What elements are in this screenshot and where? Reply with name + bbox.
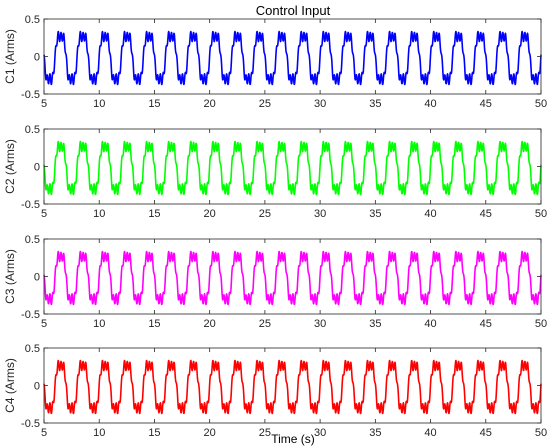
- x-tick-label: 15: [148, 318, 160, 330]
- x-tick-label: 10: [93, 98, 105, 110]
- subplot-c3: 5 10 15 20 25 30 35 40 45 50 0.5 0 -0.5 C3 (Arms): [3, 234, 547, 330]
- x-tick-label: 20: [204, 98, 216, 110]
- x-axis-label: Time (s): [271, 432, 315, 446]
- y-tick-label: 0: [34, 162, 40, 174]
- x-tick-label: 45: [480, 98, 492, 110]
- subplots: 5 10 15 20 25 30 35 40 45 500.50-0.5C1 (Arms)5 10 1…: [3, 14, 547, 439]
- x-tick-label: 15: [148, 98, 160, 110]
- x-tick-label: 5: [41, 427, 47, 439]
- subplot-c4: 5 10 15 20 25 30 35 40 45 50 0.5 0 -0.5 C4 (Arms): [3, 343, 547, 439]
- x-tick-label: 25: [259, 318, 271, 330]
- x-tick-label: 30: [314, 208, 326, 220]
- x-tick-label: 5: [41, 208, 47, 220]
- y-axis-label: C2 (Arms): [3, 139, 17, 194]
- subplot-c2: 5 10 15 20 25 30 35 40 45 50 0.5 0 -0.5 C2 (Arms): [3, 124, 547, 220]
- x-tick-label: 50: [535, 208, 547, 220]
- y-axis-label: C4 (Arms): [3, 358, 17, 413]
- x-tick-label: 45: [480, 208, 492, 220]
- y-tick-label: -0.5: [21, 418, 40, 430]
- x-tick-label: 35: [369, 208, 381, 220]
- x-tick-label: 25: [259, 208, 271, 220]
- x-tick-label: 10: [93, 318, 105, 330]
- x-tick-label: 30: [314, 98, 326, 110]
- y-tick-label: 0.5: [25, 14, 40, 26]
- x-tick-label: 5: [41, 318, 47, 330]
- x-tick-label: 25: [259, 427, 271, 439]
- series-line-c3: [43, 250, 542, 306]
- y-tick-label: 0: [34, 272, 40, 284]
- x-tick-label: 50: [535, 318, 547, 330]
- x-tick-label: 25: [259, 98, 271, 110]
- y-tick-label: 0.5: [25, 343, 40, 355]
- x-tick-label: 10: [93, 427, 105, 439]
- series-line-c2: [43, 140, 542, 196]
- x-tick-label: 20: [204, 318, 216, 330]
- x-tick-label: 20: [204, 427, 216, 439]
- x-tick-label: 30: [314, 427, 326, 439]
- y-tick-label: -0.5: [21, 199, 40, 211]
- x-tick-label: 35: [369, 427, 381, 439]
- x-tick-label: 30: [314, 318, 326, 330]
- subplot-c1: 5 10 15 20 25 30 35 40 45 50 0.5 0 -0.5 C1 (Arms): [3, 14, 547, 110]
- y-tick-label: 0: [34, 52, 40, 64]
- x-tick-label: 20: [204, 208, 216, 220]
- x-tick-label: 40: [424, 427, 436, 439]
- x-tick-label: 50: [535, 98, 547, 110]
- x-tick-label: 35: [369, 318, 381, 330]
- y-tick-label: -0.5: [21, 89, 40, 101]
- y-tick-label: 0.5: [25, 234, 40, 246]
- y-axis-label: C1 (Arms): [3, 29, 17, 84]
- x-tick-label: 40: [424, 98, 436, 110]
- x-tick-label: 40: [424, 318, 436, 330]
- x-tick-label: 5: [41, 98, 47, 110]
- y-axis-label: C3 (Arms): [3, 249, 17, 304]
- x-tick-label: 45: [480, 427, 492, 439]
- series-line-c1: [43, 30, 542, 86]
- y-tick-label: 0.5: [25, 124, 40, 136]
- figure-title: Control Input: [256, 3, 331, 18]
- x-tick-label: 35: [369, 98, 381, 110]
- y-tick-label: 0: [34, 381, 40, 393]
- x-tick-label: 45: [480, 318, 492, 330]
- series-line-c4: [43, 359, 542, 415]
- x-tick-label: 15: [148, 427, 160, 439]
- x-tick-label: 10: [93, 208, 105, 220]
- x-tick-label: 40: [424, 208, 436, 220]
- y-tick-label: -0.5: [21, 309, 40, 321]
- x-tick-label: 15: [148, 208, 160, 220]
- x-tick-label: 50: [535, 427, 547, 439]
